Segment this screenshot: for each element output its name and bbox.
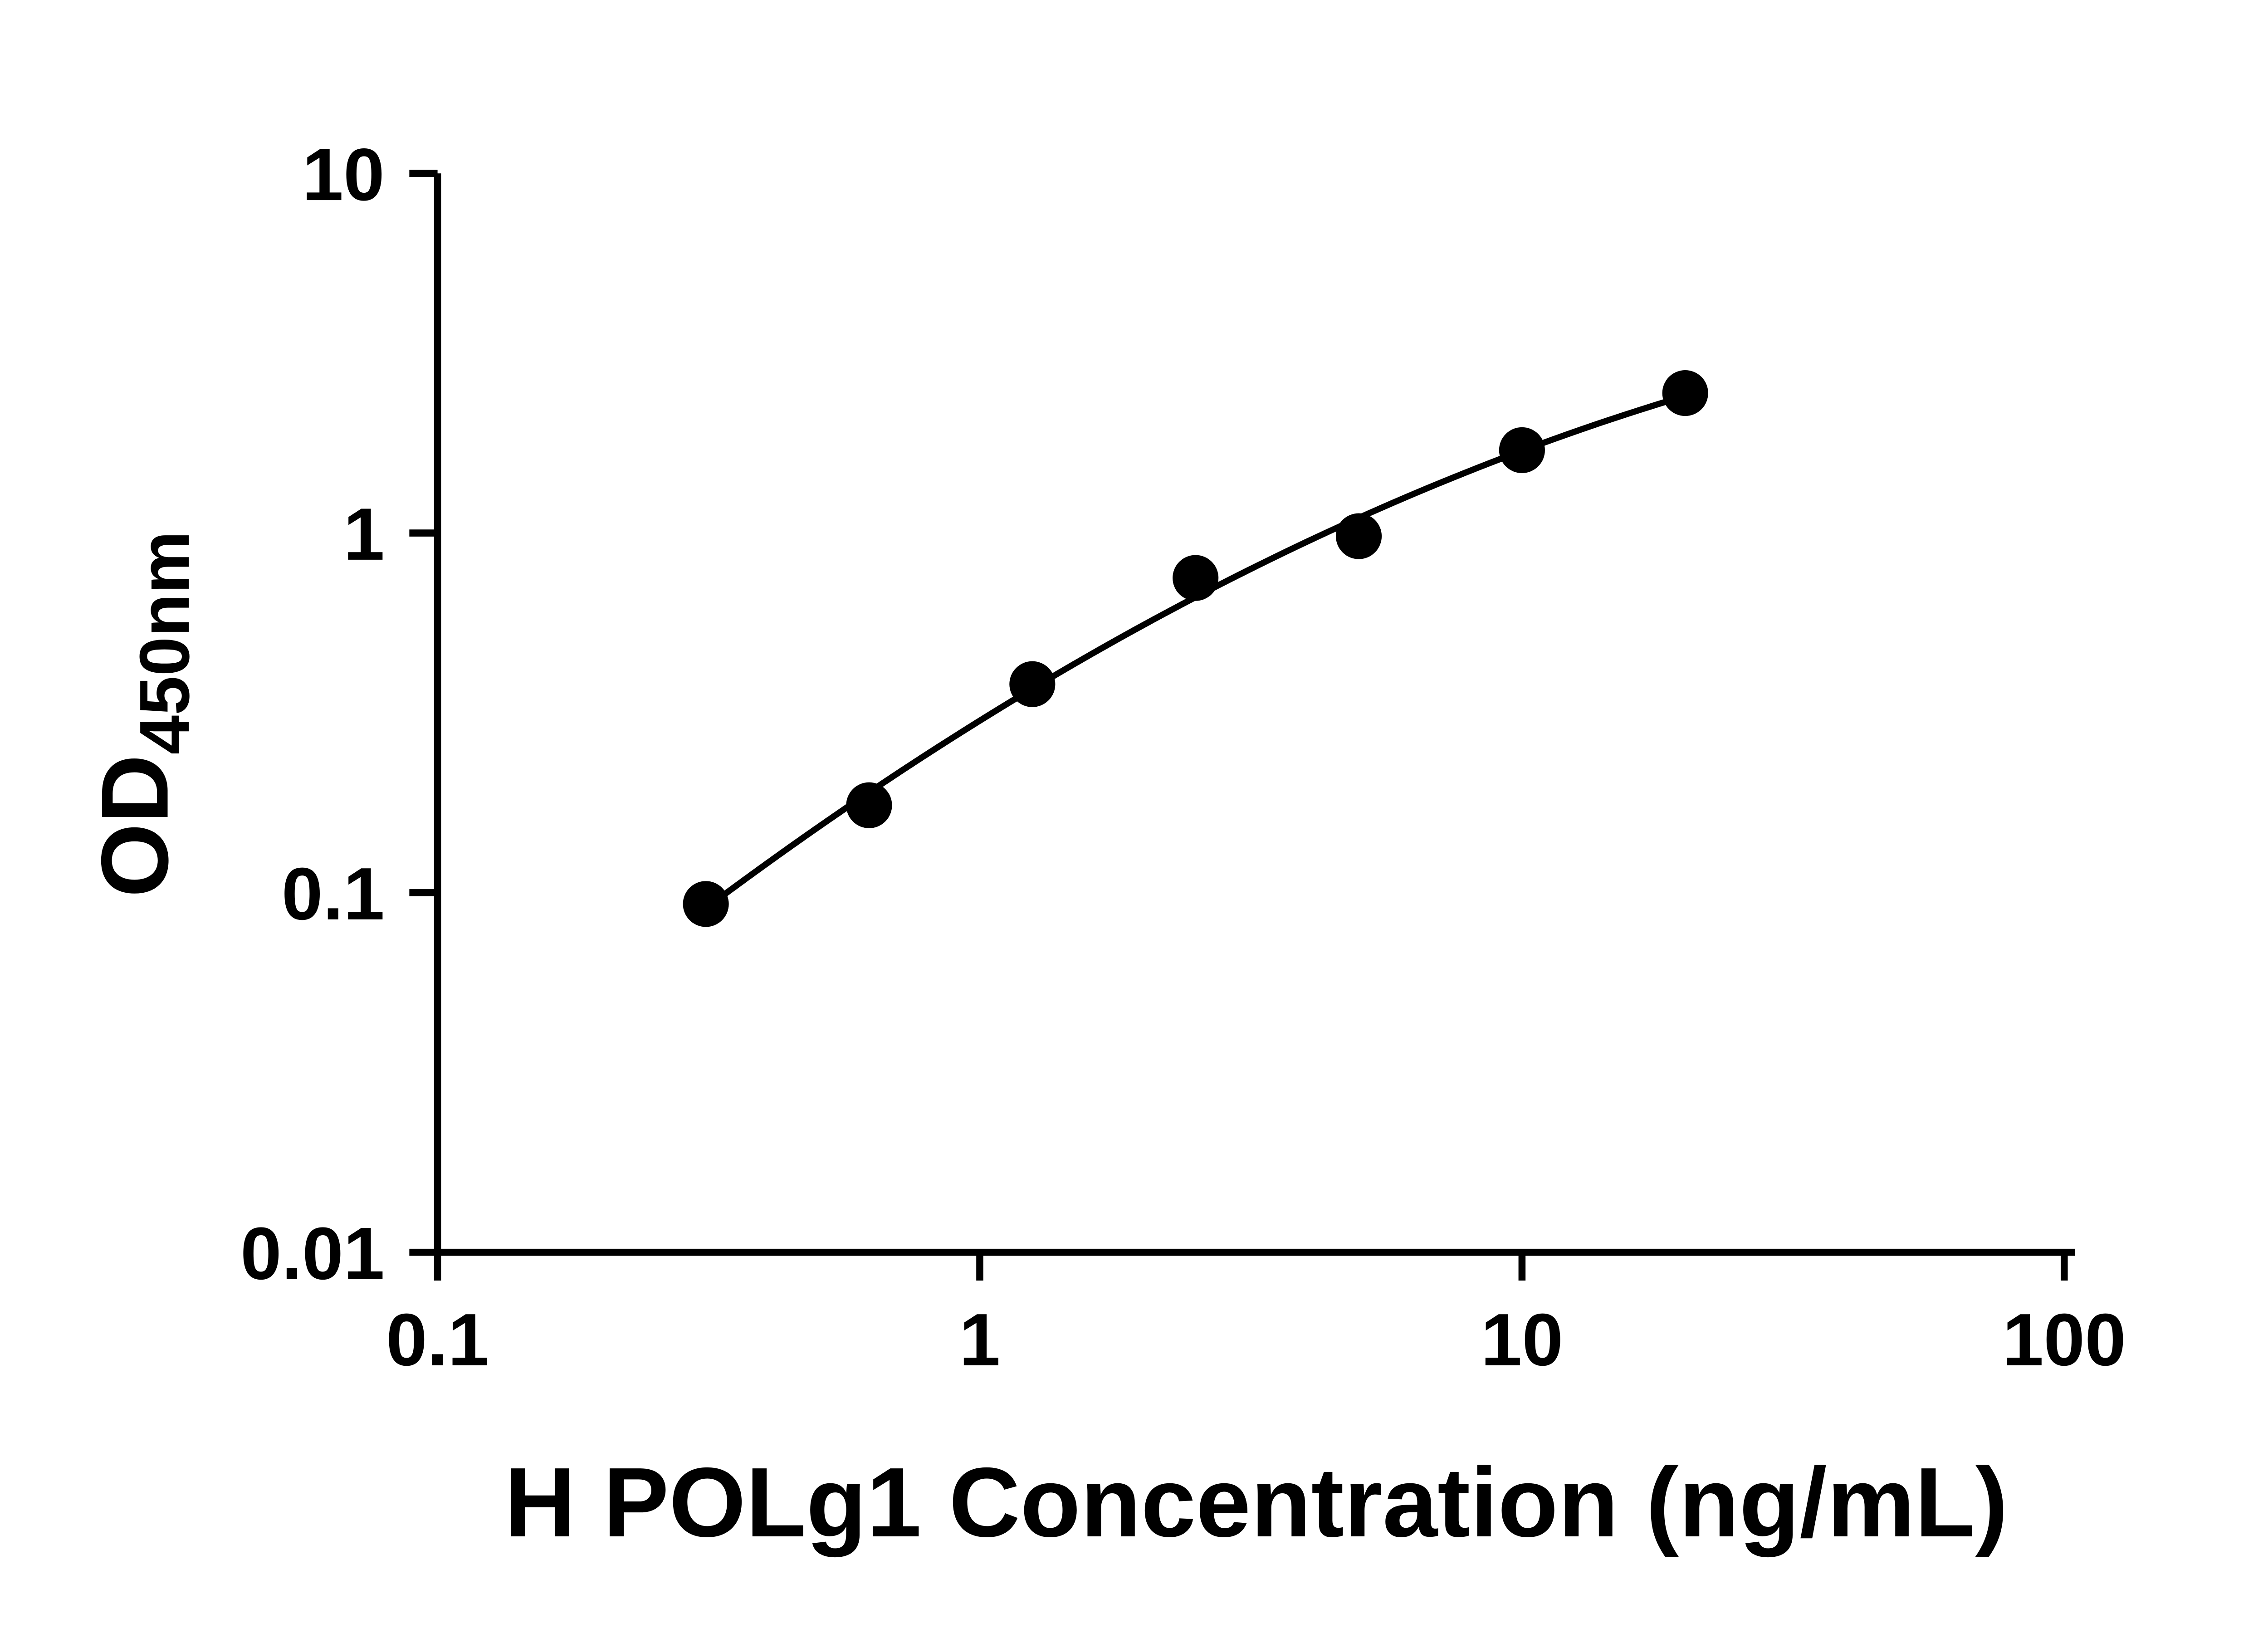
y-tick-label: 1 <box>343 493 385 576</box>
data-point <box>1173 555 1219 601</box>
x-tick-label: 0.1 <box>386 1298 489 1381</box>
x-axis-title: H POLg1 Concentration (ng/mL) <box>504 1447 2008 1558</box>
y-tick-label: 0.01 <box>240 1212 385 1295</box>
data-point <box>1009 661 1056 707</box>
y-axis-title-main: OD <box>82 754 188 897</box>
data-point <box>1499 427 1545 473</box>
y-axis-title: OD450nm <box>82 531 204 897</box>
x-tick-label: 100 <box>2002 1298 2126 1381</box>
y-tick-label: 0.1 <box>282 852 385 935</box>
data-point <box>1662 370 1708 416</box>
axes-layer <box>409 170 2075 1281</box>
y-tick-label: 10 <box>302 133 385 216</box>
axes-frame <box>434 173 2075 1256</box>
fit-curve <box>704 393 1686 911</box>
x-tick-label: 10 <box>1481 1298 1564 1381</box>
points-layer <box>683 370 1708 927</box>
y-axis-title-subscript: 450nm <box>125 531 204 754</box>
data-point <box>1335 513 1382 559</box>
data-point <box>683 881 729 927</box>
curve-layer <box>704 393 1686 911</box>
data-point <box>846 782 892 828</box>
x-tick-label: 1 <box>959 1298 1001 1381</box>
